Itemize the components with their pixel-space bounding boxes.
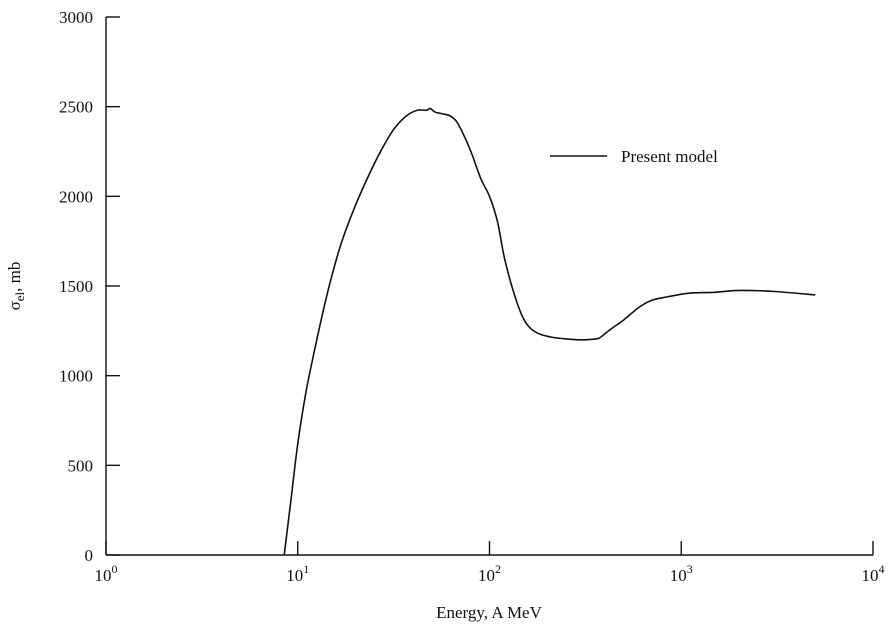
y-axis: 0 500 1000 1500 2000 2500 3000 [59,8,120,565]
x-tick-exponent: 0 [112,562,118,576]
x-tick-base: 10 [862,566,879,585]
x-tick-label: 102 [478,562,501,585]
x-axis: 100 101 102 103 104 [95,541,885,585]
x-tick-label: 103 [670,562,693,585]
x-tick-base: 10 [670,566,687,585]
legend-label: Present model [621,147,718,166]
x-tick-label: 100 [95,562,118,585]
x-ticks: 100 101 102 103 104 [95,541,885,585]
x-tick-exponent: 4 [879,562,885,576]
x-tick-exponent: 2 [495,562,501,576]
y-tick-label: 2000 [59,187,93,206]
x-tick-exponent: 1 [303,562,309,576]
legend: Present model [550,147,718,166]
y-tick-label: 2500 [59,98,93,117]
y-ticks: 0 500 1000 1500 2000 2500 3000 [59,8,120,565]
x-tick-base: 10 [95,566,112,585]
series-line-present-model [283,107,816,556]
x-tick-base: 10 [286,566,303,585]
y-axis-label: σel, mb [5,262,27,311]
x-axis-label: Energy, A MeV [436,603,542,622]
y-tick-label: 3000 [59,8,93,27]
y-tick-label: 1000 [59,367,93,386]
y-axis-label-symbol: σ [5,301,24,310]
x-tick-exponent: 3 [687,562,693,576]
y-tick-label: 500 [68,456,94,475]
y-axis-label-subscript: el [12,291,27,301]
x-tick-label: 104 [862,562,885,585]
x-tick-label: 101 [286,562,309,585]
y-tick-label: 0 [85,546,94,565]
y-tick-label: 1500 [59,277,93,296]
y-axis-label-unit: , mb [5,262,24,292]
x-tick-base: 10 [478,566,495,585]
